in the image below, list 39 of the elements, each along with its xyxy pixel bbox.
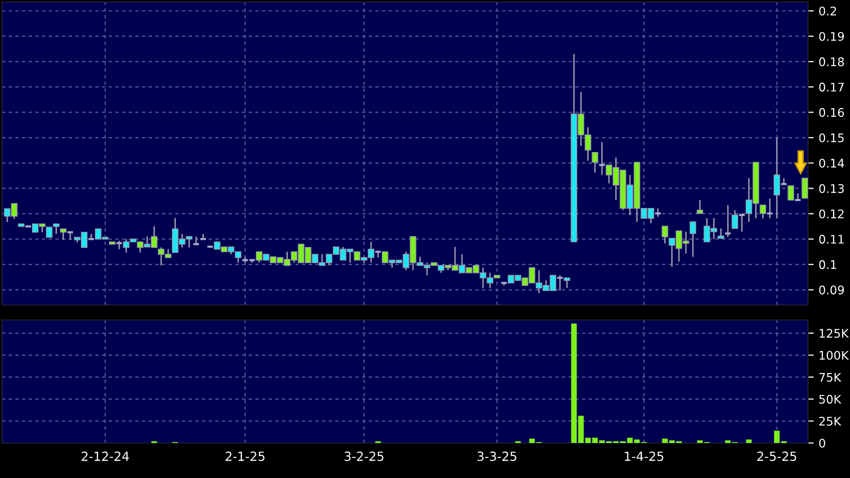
y-tick-label: 125K xyxy=(820,328,849,338)
x-tick-label: 3-3-25 xyxy=(478,452,516,462)
y-tick-label: 0.16 xyxy=(819,108,844,117)
y-tick-label: 0.15 xyxy=(819,133,844,142)
y-tick-label: 0.11 xyxy=(819,234,844,244)
y-tick-label: 0.12 xyxy=(819,209,844,218)
y-tick-label: 0.19 xyxy=(819,32,844,41)
candlestick xyxy=(724,204,732,238)
x-tick-label: 1-4-25 xyxy=(624,452,664,462)
x-tick-label: 2-5-25 xyxy=(757,452,796,462)
x-tick-label: 2-1-25 xyxy=(226,452,264,462)
candlestick xyxy=(760,204,766,219)
candlestick xyxy=(802,178,808,199)
y-tick-label: 0 xyxy=(819,438,826,448)
y-tick-label: 100K xyxy=(820,350,849,360)
y-tick-label: 0.1 xyxy=(819,260,836,270)
y-tick-label: 0.14 xyxy=(819,158,844,168)
x-tick-label: 2-12-24 xyxy=(82,452,129,461)
y-tick-label: 0.09 xyxy=(819,286,844,294)
y-tick-label: 50K xyxy=(819,394,842,404)
candlestick xyxy=(60,228,66,241)
y-tick-label: 0.2 xyxy=(819,6,836,16)
candlestick xyxy=(564,277,570,289)
y-tick-label: 75K xyxy=(819,372,842,382)
candlestick xyxy=(662,225,668,244)
y-tick-label: 0.18 xyxy=(819,57,844,66)
candlestick xyxy=(774,136,780,219)
y-tick-label: 25K xyxy=(819,416,842,426)
y-tick-label: 0.17 xyxy=(819,82,844,92)
x-tick-label: 3-2-25 xyxy=(344,452,384,462)
candlestick xyxy=(732,209,738,230)
candlestick xyxy=(192,236,200,246)
candlestick xyxy=(696,199,704,214)
candlestick xyxy=(788,185,794,200)
candlestick xyxy=(690,221,696,258)
candlestick xyxy=(592,152,598,174)
bar xyxy=(746,439,752,443)
y-tick-label: 0.13 xyxy=(819,184,844,194)
candlestick xyxy=(718,228,724,240)
